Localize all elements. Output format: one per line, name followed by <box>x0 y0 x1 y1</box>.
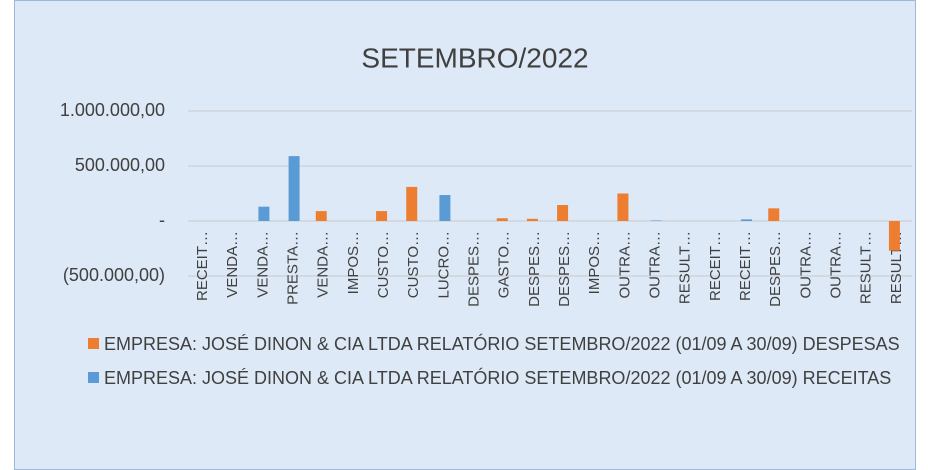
chart-area <box>14 0 916 470</box>
chart: SETEMBRO/2022 (500.000,00) - 500.000,00 1.0… <box>60 42 912 307</box>
x-tick-label: LUCRO… <box>435 231 452 299</box>
x-tick-label: IMPOS… <box>586 231 603 294</box>
bar <box>617 193 629 221</box>
x-tick-label: OUTRA… <box>647 231 664 299</box>
bar <box>315 211 327 221</box>
x-tick-label: GASTO… <box>496 231 513 298</box>
legend-label: EMPRESA: JOSÉ DINON & CIA LTDA RELATÓRIO… <box>104 334 900 354</box>
legend-item: EMPRESA: JOSÉ DINON & CIA LTDA RELATÓRIO… <box>88 364 908 392</box>
legend-swatch <box>88 338 99 349</box>
bar <box>439 195 451 221</box>
x-tick-label: DESPES… <box>466 231 483 307</box>
bar <box>258 206 270 221</box>
y-tick-label: 1.000.000,00 <box>60 100 165 120</box>
x-tick-label: DESPES… <box>767 231 784 307</box>
x-tick-label: VENDA… <box>315 231 332 298</box>
bar <box>496 218 508 221</box>
x-tick-label: OUTRA… <box>828 231 845 299</box>
legend-item: EMPRESA: JOSÉ DINON & CIA LTDA RELATÓRIO… <box>88 330 908 358</box>
bar <box>406 186 418 221</box>
x-tick-label: CUSTO… <box>405 231 422 298</box>
bar <box>288 156 300 221</box>
legend: EMPRESA: JOSÉ DINON & CIA LTDA RELATÓRIO… <box>88 330 908 398</box>
x-tick-label: RESULT… <box>858 231 875 304</box>
bar <box>376 211 388 221</box>
bar <box>741 219 753 221</box>
x-tick-label: CUSTO… <box>375 231 392 298</box>
chart-title: SETEMBRO/2022 <box>361 42 588 73</box>
y-tick-label: (500.000,00) <box>63 265 165 285</box>
bar <box>888 221 900 251</box>
x-tick-label: RECEIT… <box>737 231 754 301</box>
legend-swatch <box>88 372 99 383</box>
x-tick-label: RESULT… <box>677 231 694 304</box>
x-tick-label: PRESTA… <box>285 231 302 305</box>
x-tick-label: OUTRA… <box>616 231 633 299</box>
x-tick-label: OUTRA… <box>797 231 814 299</box>
x-tick-label: VENDA… <box>224 231 241 298</box>
x-tick-label: DESPES… <box>526 231 543 307</box>
bar <box>768 208 780 221</box>
x-tick-label: IMPOS… <box>345 231 362 294</box>
y-tick-label: - <box>159 210 165 230</box>
y-tick-label: 500.000,00 <box>75 155 165 175</box>
bar <box>526 218 538 221</box>
bar <box>557 205 569 221</box>
x-tick-label: VENDA… <box>254 231 271 298</box>
x-tick-label: DESPES… <box>556 231 573 307</box>
bar <box>650 220 662 221</box>
page: {"chart_data":{"type":"bar","title":"SET… <box>14 0 916 470</box>
legend-label: EMPRESA: JOSÉ DINON & CIA LTDA RELATÓRIO… <box>104 368 892 388</box>
x-tick-label: RECEIT… <box>194 231 211 301</box>
x-tick-label: RECEIT… <box>707 231 724 301</box>
